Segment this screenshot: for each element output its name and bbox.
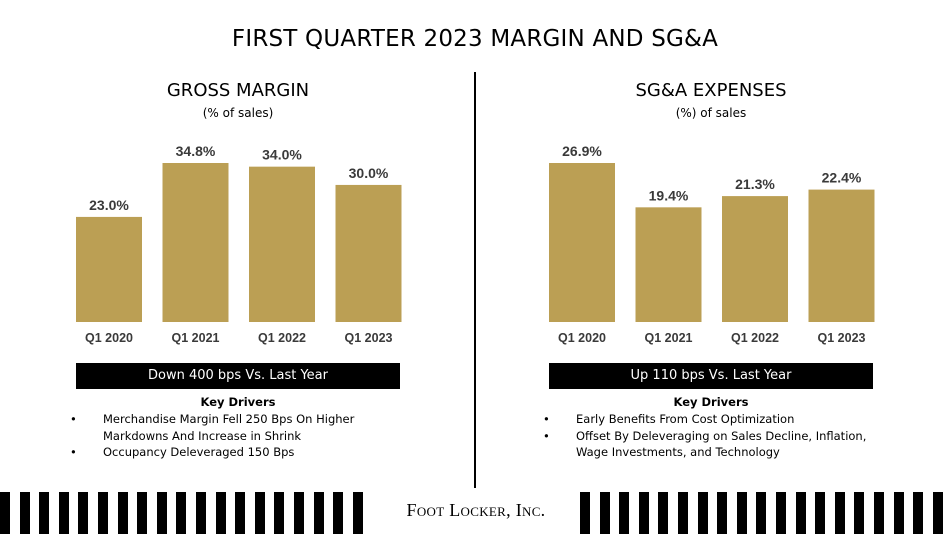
driver-line: Merchandise Margin Fell 250 Bps On Highe… — [103, 412, 355, 426]
driver-item: Merchandise Margin Fell 250 Bps On Highe… — [70, 411, 430, 444]
sga-key-drivers-title: Key Drivers — [673, 395, 749, 409]
gross-margin-panel: GROSS MARGIN (% of sales) 23.0% Q1 2020 34… — [70, 78, 470, 478]
gross-margin-subtitle: (% of sales) — [202, 106, 274, 120]
stripe — [294, 492, 304, 534]
stripe — [235, 492, 246, 534]
sga-banner: Up 110 bps Vs. Last Year — [549, 363, 873, 389]
stripe — [854, 492, 865, 534]
gross-margin-drivers-list: Merchandise Margin Fell 250 Bps On Highe… — [70, 411, 430, 461]
stripe — [137, 492, 148, 534]
bar-q1-2020 — [549, 163, 615, 322]
stripe — [78, 492, 89, 534]
bar-q1-2021 — [635, 207, 702, 322]
stripe — [215, 492, 226, 534]
stripe — [117, 492, 128, 534]
driver-line: Wage Investments, and Technology — [576, 445, 780, 459]
stripe — [19, 492, 30, 534]
bar-q1-2020 — [76, 216, 142, 322]
x-tick-label: Q1 2020 — [558, 331, 606, 345]
stripe — [156, 492, 167, 534]
stripe — [333, 492, 344, 534]
gross-margin-banner: Down 400 bps Vs. Last Year — [76, 363, 400, 389]
stripe — [815, 492, 826, 534]
foot-locker-logo: Foot Locker, Inc. — [406, 500, 546, 520]
data-label: 34.0% — [262, 147, 302, 163]
x-tick-label: Q1 2023 — [818, 331, 866, 345]
sga-bar-chart: 26.9% Q1 2020 19.4% Q1 2021 21.3% Q1 2022 22.4… — [549, 143, 875, 345]
bar-q1-2023 — [808, 189, 875, 322]
stripe — [638, 492, 649, 534]
x-tick-label: Q1 2020 — [85, 331, 133, 345]
stripe — [352, 492, 363, 534]
sga-drivers-list: Early Benefits From Cost Optimization Of… — [543, 411, 903, 461]
stripe — [893, 492, 904, 534]
x-tick-label: Q1 2022 — [731, 331, 779, 345]
stripe — [58, 492, 69, 534]
slide-title: FIRST QUARTER 2023 MARGIN AND SG&A — [231, 26, 719, 52]
panel-divider — [474, 72, 476, 488]
driver-line: Markdowns And Increase in Shrink — [103, 428, 302, 443]
stripe — [0, 492, 10, 534]
driver-line: Occupancy Deleveraged 150 Bps — [103, 445, 295, 459]
data-label: 21.3% — [735, 176, 775, 192]
stripe — [834, 492, 845, 534]
sga-title: SG&A EXPENSES — [635, 80, 787, 101]
stripe — [658, 492, 669, 534]
stripe — [932, 492, 943, 534]
stripe — [697, 492, 708, 534]
data-label: 22.4% — [822, 170, 862, 186]
decorative-stripes-left — [0, 492, 372, 534]
x-tick-label: Q1 2022 — [258, 331, 306, 345]
stripe — [176, 492, 187, 534]
driver-item: Occupancy Deleveraged 150 Bps — [70, 444, 430, 461]
bar-q1-2022 — [722, 196, 788, 322]
bar-q1-2022 — [249, 166, 315, 322]
stripe — [196, 492, 206, 534]
stripe — [98, 492, 108, 534]
gross-margin-key-drivers-title: Key Drivers — [200, 395, 276, 409]
x-tick-label: Q1 2021 — [645, 331, 693, 345]
sga-subtitle: (%) of sales — [675, 106, 747, 120]
gross-margin-bar-chart: 23.0% Q1 2020 34.8% Q1 2021 34.0% Q1 2022 30.0… — [76, 143, 402, 345]
driver-line: Early Benefits From Cost Optimization — [576, 412, 795, 426]
data-label: 23.0% — [89, 197, 129, 213]
decorative-stripes-right — [580, 492, 950, 534]
stripe — [717, 492, 728, 534]
stripe — [274, 492, 285, 534]
stripe — [874, 492, 884, 534]
x-tick-label: Q1 2023 — [345, 331, 393, 345]
stripe — [313, 492, 324, 534]
data-label: 30.0% — [349, 165, 389, 181]
data-label: 26.9% — [562, 143, 602, 159]
stripe — [678, 492, 688, 534]
stripe — [39, 492, 50, 534]
gross-margin-title: GROSS MARGIN — [166, 80, 310, 101]
driver-item: Offset By Deleveraging on Sales Decline,… — [543, 428, 903, 461]
stripe — [756, 492, 767, 534]
bar-q1-2023 — [335, 184, 402, 322]
stripe — [795, 492, 806, 534]
stripe — [599, 492, 610, 534]
stripe — [736, 492, 747, 534]
stripe — [913, 492, 924, 534]
driver-item: Early Benefits From Cost Optimization — [543, 411, 903, 428]
sga-panel: SG&A EXPENSES (%) of sales 26.9% Q1 2020 1… — [543, 78, 943, 478]
driver-line: Offset By Deleveraging on Sales Decline,… — [576, 428, 867, 443]
stripe — [776, 492, 786, 534]
x-tick-label: Q1 2021 — [172, 331, 220, 345]
stripe — [580, 492, 590, 534]
stripe — [254, 492, 265, 534]
data-label: 19.4% — [649, 187, 689, 203]
stripe — [619, 492, 630, 534]
data-label: 34.8% — [176, 143, 216, 159]
bar-q1-2021 — [162, 163, 229, 322]
